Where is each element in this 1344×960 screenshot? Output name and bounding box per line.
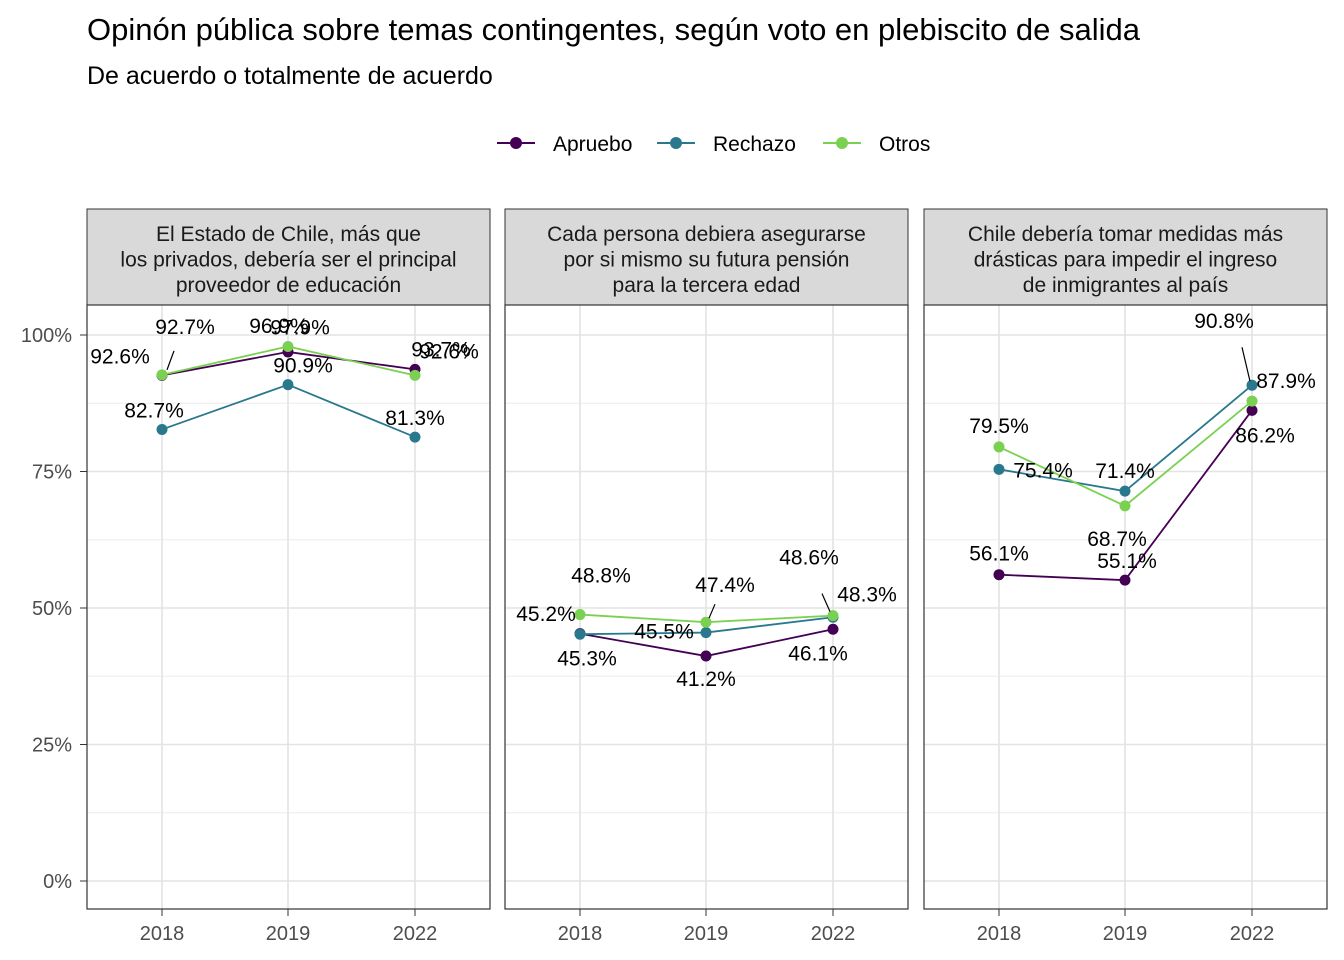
legend-label-rechazo: Rechazo [713,133,796,156]
data-label-otros: 97.9% [270,316,330,339]
legend: Apruebo Rechazo Otros [497,133,930,156]
x-tick-label: 2018 [140,923,185,945]
x-tick-label: 2022 [811,923,856,945]
legend-dot-rechazo [670,137,682,149]
facet-strip-label: El Estado de Chile, más que [156,223,421,246]
data-label-otros: 92.6% [419,340,479,363]
facet-panels: El Estado de Chile, más que los privados,… [86,208,1328,945]
y-tick-label: 75% [32,462,72,484]
data-label-apruebo: 56.1% [969,543,1029,566]
data-point-apruebo [993,569,1005,581]
data-point-otros [282,340,294,352]
data-label-apruebo: 93.7% [411,338,471,361]
data-point-apruebo [1246,404,1258,416]
data-point-rechazo [700,627,712,639]
facet-panel-3: Chile debería tomar medidas más drásticas… [923,208,1328,945]
data-label-apruebo: 96.9% [249,315,309,338]
data-point-rechazo [1246,379,1258,391]
data-label-apruebo: 86.2% [1235,424,1295,447]
x-tick-label: 2022 [1230,923,1275,945]
legend-dot-otros [836,137,848,149]
label-callout [821,593,831,612]
data-point-otros [156,369,168,381]
data-point-otros [409,369,421,381]
data-label-rechazo: 75.4% [1013,459,1073,482]
data-point-rechazo [993,463,1005,475]
y-tick-label: 50% [32,598,72,620]
facet-strip [86,208,491,306]
data-point-otros [827,610,839,622]
x-tick-label: 2019 [684,923,729,945]
chart-title: Opinón pública sobre temas contingentes,… [87,12,1141,47]
x-tick-label: 2022 [393,923,438,945]
data-point-otros [993,441,1005,453]
data-point-apruebo [700,650,712,662]
data-point-otros [1119,500,1131,512]
data-label-otros: 87.9% [1256,370,1316,393]
facet-strip-label: por si mismo su futura pensión [564,249,850,272]
label-callout [708,603,716,619]
data-point-otros [700,616,712,628]
data-point-otros [574,609,586,621]
x-tick-label: 2019 [1103,923,1148,945]
data-label-apruebo: 55.1% [1097,550,1157,573]
x-tick-label: 2019 [266,923,311,945]
y-tick-label: 0% [43,871,72,893]
facet-strip [923,208,1328,306]
data-label-apruebo: 92.6% [90,345,150,368]
data-label-rechazo: 81.3% [385,407,445,430]
data-label-otros: 68.7% [1087,528,1147,551]
facet-strip [504,208,909,306]
facet-strip-label: los privados, debería ser el principal [120,249,456,272]
legend-dot-apruebo [510,137,522,149]
y-tick-label: 100% [21,325,72,347]
data-label-rechazo: 90.9% [273,355,333,378]
facet-strip-label: de inmigrantes al país [1023,274,1228,297]
data-point-rechazo [574,628,586,640]
facet-strip-label: Cada persona debiera asegurarse [547,223,866,246]
data-label-apruebo: 46.1% [788,642,848,665]
data-point-apruebo [827,623,839,635]
chart-subtitle: De acuerdo o totalmente de acuerdo [87,62,493,90]
label-callout [1241,347,1251,382]
data-label-otros: 92.7% [155,316,215,339]
data-point-rechazo [409,431,421,443]
data-label-apruebo: 41.2% [676,668,736,691]
data-point-rechazo [1119,485,1131,497]
facet-strip-label: Chile debería tomar medidas más [968,223,1283,246]
facet-strip-label: drásticas para impedir el ingreso [974,249,1277,272]
facet-strip-label: para la tercera edad [613,274,801,297]
data-point-apruebo [1119,574,1131,586]
y-tick-label: 25% [32,735,72,757]
data-label-rechazo: 48.3% [837,583,897,606]
y-axis: 0% 25% 50% 75% 100% [21,325,87,893]
legend-label-otros: Otros [879,133,930,156]
data-label-rechazo: 90.8% [1194,310,1254,333]
data-label-rechazo: 45.2% [516,603,576,626]
facet-panel-1: El Estado de Chile, más que los privados,… [86,208,491,945]
legend-label-apruebo: Apruebo [553,133,632,156]
x-tick-label: 2018 [558,923,603,945]
data-label-rechazo: 45.5% [634,621,694,644]
data-label-rechazo: 71.4% [1095,460,1155,483]
data-label-otros: 79.5% [969,415,1029,438]
data-point-otros [1246,395,1258,407]
data-label-rechazo: 82.7% [124,399,184,422]
data-label-apruebo: 45.3% [557,648,617,671]
x-tick-label: 2018 [977,923,1022,945]
data-label-otros: 47.4% [695,574,755,597]
data-point-rechazo [282,379,294,391]
facet-strip-label: proveedor de educación [176,274,401,297]
data-point-rechazo [156,423,168,435]
data-label-otros: 48.6% [779,547,839,570]
facet-panel-2: Cada persona debiera asegurarse por si mi… [504,208,909,945]
data-label-otros: 48.8% [571,565,631,588]
label-callout [166,350,175,371]
